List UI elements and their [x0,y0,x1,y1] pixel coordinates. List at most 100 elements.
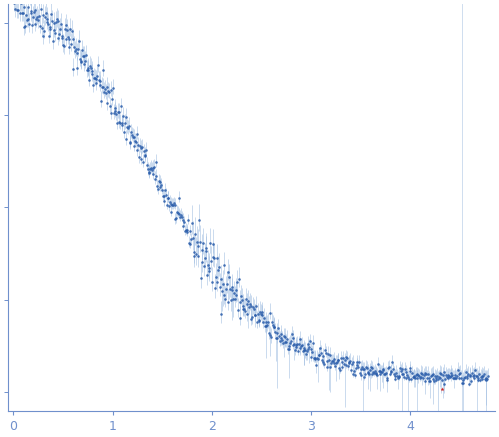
Point [445,373,453,380]
Point [456,370,464,377]
Point [368,370,376,377]
Point [46,24,54,31]
Point [410,373,418,380]
Point [122,135,130,142]
Point [441,381,449,388]
Point [186,228,194,235]
Point [110,110,118,117]
Point [120,128,128,135]
Point [339,354,347,361]
Point [418,370,426,377]
Point [27,7,35,14]
Point [318,357,326,364]
Point [345,358,353,365]
Point [20,24,28,31]
Point [39,33,47,40]
Point [23,3,31,10]
Point [421,377,429,384]
Point [448,372,456,379]
Point [336,366,344,373]
Point [332,359,340,366]
Point [67,41,75,48]
Point [432,376,440,383]
Point [240,302,248,309]
Point [460,379,468,386]
Point [458,380,466,387]
Point [45,32,53,39]
Point [276,337,284,344]
Point [181,228,189,235]
Point [411,374,419,381]
Point [150,163,158,170]
Point [450,375,458,382]
Point [360,366,368,373]
Point [381,371,389,378]
Point [251,311,259,318]
Point [34,17,42,24]
Point [480,371,488,378]
Point [255,317,263,324]
Point [422,370,430,377]
Point [397,368,405,375]
Point [148,166,156,173]
Point [83,66,91,73]
Point [187,236,195,243]
Point [221,295,229,302]
Point [400,373,408,380]
Point [170,200,178,207]
Point [61,26,69,33]
Point [227,297,235,304]
Point [436,369,444,376]
Point [434,375,442,382]
Point [454,367,462,374]
Point [284,346,292,353]
Point [126,140,134,147]
Point [57,34,65,41]
Point [387,367,395,374]
Point [166,198,174,205]
Point [387,368,395,375]
Point [254,316,262,323]
Point [107,109,115,116]
Point [467,378,475,385]
Point [364,369,372,376]
Point [34,0,42,1]
Point [91,75,99,82]
Point [80,61,88,68]
Point [228,283,236,290]
Point [176,194,184,201]
Point [66,26,74,33]
Point [319,352,327,359]
Point [103,83,111,90]
Point [363,364,371,371]
Point [117,103,125,110]
Point [318,358,326,365]
Point [342,353,350,360]
Point [280,333,288,340]
Point [215,264,223,271]
Point [410,373,418,380]
Point [15,0,23,4]
Point [217,275,225,282]
Point [267,334,275,341]
Point [424,370,432,377]
Point [180,218,188,225]
Point [308,349,316,356]
Point [139,158,147,165]
Point [99,84,107,91]
Point [394,375,402,382]
Point [279,339,287,346]
Point [218,288,226,295]
Point [346,357,354,364]
Point [335,364,343,371]
Point [164,194,172,201]
Point [102,90,110,97]
Point [303,345,311,352]
Point [325,357,333,364]
Point [135,154,143,161]
Point [437,375,445,382]
Point [122,113,130,120]
Point [10,0,18,7]
Point [206,239,214,246]
Point [373,372,381,379]
